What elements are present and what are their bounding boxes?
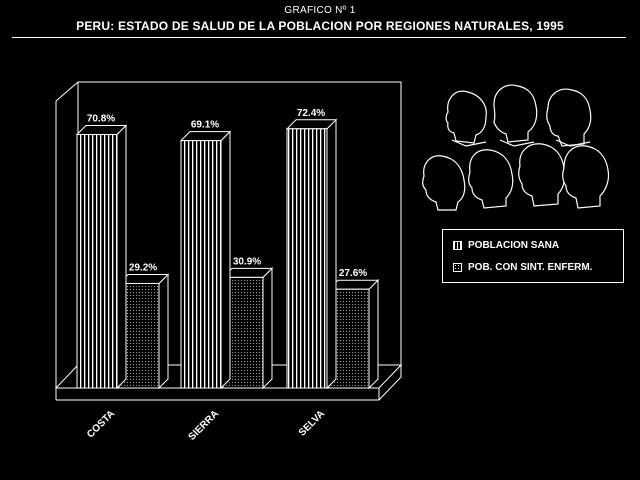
data-label-sick-selva: 27.6% (339, 268, 367, 279)
category-label-selva: SELVA (297, 408, 327, 438)
crowd-illustration-icon (422, 84, 610, 211)
data-label-healthy-costa: 70.8% (87, 114, 115, 125)
bar-healthy-selva (285, 118, 338, 390)
data-label-sick-sierra: 30.9% (233, 256, 261, 267)
category-label-sierra: SIERRA (187, 408, 222, 443)
legend-label-sick: POB. CON SINT. ENFERM. (468, 261, 593, 273)
bar-healthy-costa (75, 124, 128, 390)
legend-item-healthy: POBLACION SANA (453, 239, 559, 251)
bars-group (75, 118, 380, 390)
data-label-sick-costa: 29.2% (129, 262, 157, 273)
bar-healthy-sierra (179, 130, 232, 390)
chart-legend: POBLACION SANA POB. CON SINT. ENFERM. (442, 229, 624, 283)
legend-item-sick: POB. CON SINT. ENFERM. (453, 261, 592, 273)
data-label-healthy-selva: 72.4% (297, 108, 325, 119)
chart-title: PERU: ESTADO DE SALUD DE LA POBLACION PO… (76, 19, 564, 33)
title-divider (12, 37, 626, 38)
legend-label-healthy: POBLACION SANA (468, 239, 560, 251)
legend-swatch-dots (453, 262, 462, 272)
legend-swatch-stripes (453, 240, 462, 250)
category-label-costa: COSTA (85, 408, 117, 440)
figure-label: GRAFICO Nº 1 (284, 5, 356, 16)
chart-floor-right (378, 376, 402, 401)
chart-left-edge (55, 81, 79, 102)
data-label-healthy-sierra: 69.1% (191, 120, 219, 131)
